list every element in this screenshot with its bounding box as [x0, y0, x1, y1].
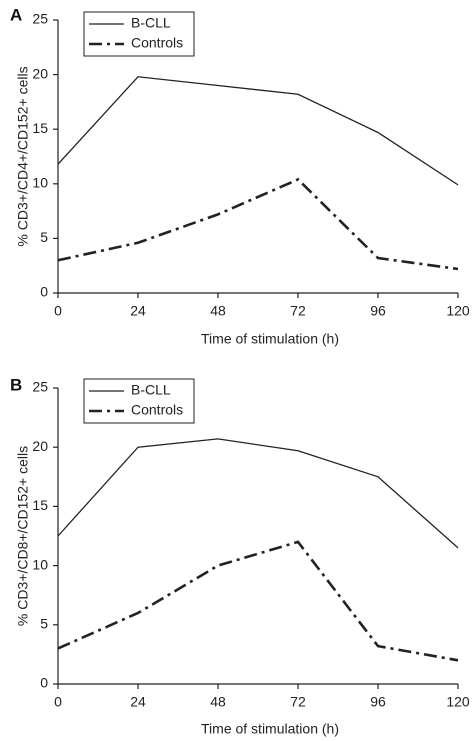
- chart-panel-b: B 0 5 10 15 20 25 0 24 48 72 96 120 Time of stimulati…: [10, 375, 470, 736]
- legend: B-CLL Controls: [83, 378, 195, 424]
- legend-label: B-CLL: [131, 382, 171, 398]
- legend-label: B-CLL: [131, 15, 171, 31]
- y-tick-label: 10: [32, 556, 48, 572]
- legend-label: Controls: [131, 402, 183, 418]
- y-tick-label: 20: [32, 65, 48, 81]
- x-tick-label: 96: [370, 303, 386, 319]
- x-tick-label: 0: [54, 303, 62, 319]
- legend-label: Controls: [131, 35, 183, 51]
- x-tick-label: 24: [130, 694, 146, 710]
- series-line-controls: [57, 540, 459, 662]
- y-tick-label: 5: [40, 229, 48, 245]
- x-tick-label: 120: [446, 694, 470, 710]
- y-tick-label: 15: [32, 120, 48, 136]
- y-tick-label: 25: [32, 11, 48, 27]
- chart-panel-a: A 0 5 10 15 20 25 0 24 48 72 96 120 Time of stimulati…: [10, 5, 470, 346]
- panel-label: B: [10, 375, 22, 394]
- x-tick-label: 0: [54, 694, 62, 710]
- series-line-controls: [57, 177, 459, 271]
- y-tick-label: 10: [32, 175, 48, 191]
- x-tick-label: 72: [290, 303, 306, 319]
- y-tick-label: 0: [40, 284, 48, 300]
- y-tick-label: 0: [40, 675, 48, 691]
- x-tick-label: 24: [130, 303, 146, 319]
- x-tick-label: 120: [446, 303, 470, 319]
- panel-label: A: [10, 5, 22, 24]
- y-tick-label: 25: [32, 379, 48, 395]
- legend: B-CLL Controls: [83, 11, 195, 57]
- x-tick-label: 72: [290, 694, 306, 710]
- legend-box: [83, 11, 195, 57]
- legend-box: [83, 378, 195, 424]
- y-tick-label: 5: [40, 616, 48, 632]
- x-axis-title: Time of stimulation (h): [201, 721, 339, 737]
- y-tick-label: 20: [32, 438, 48, 454]
- x-tick-label: 48: [210, 694, 226, 710]
- y-axis-title: % CD3+/CD8+/CD152+ cells: [15, 446, 31, 626]
- series-line-b-cll: [57, 438, 459, 549]
- x-tick-label: 96: [370, 694, 386, 710]
- y-tick-label: 15: [32, 497, 48, 513]
- series-line-b-cll: [57, 76, 459, 186]
- x-tick-label: 48: [210, 303, 226, 319]
- y-axis-title: % CD3+/CD4+/CD152+ cells: [15, 66, 31, 246]
- x-axis-title: Time of stimulation (h): [201, 331, 339, 347]
